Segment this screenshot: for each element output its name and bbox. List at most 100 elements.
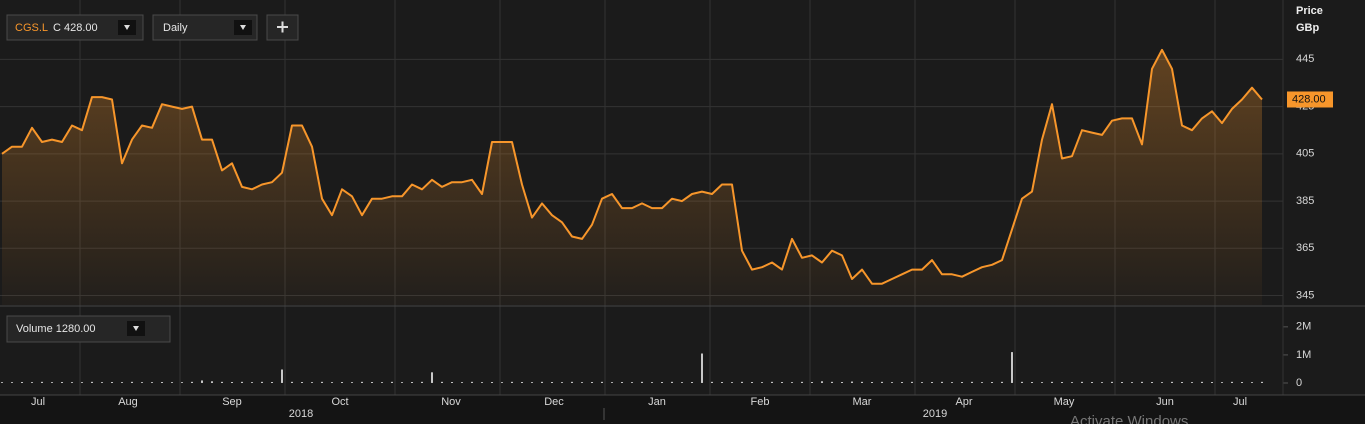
volume-bar <box>591 382 593 383</box>
y-tick-label: 345 <box>1296 289 1314 301</box>
volume-bar <box>1031 382 1033 383</box>
volume-bar <box>151 382 153 383</box>
volume-bar <box>1201 381 1203 383</box>
volume-bar <box>11 382 13 383</box>
volume-bar <box>981 382 983 383</box>
x-tick-label: Jun <box>1156 396 1174 408</box>
volume-bar <box>1061 382 1063 383</box>
volume-bar <box>611 382 613 383</box>
volume-bar <box>601 381 603 383</box>
volume-bar <box>61 382 63 383</box>
volume-bar <box>1011 352 1013 383</box>
y-tick-label: 2M <box>1296 321 1311 333</box>
volume-bar <box>561 382 563 383</box>
volume-bar <box>481 382 483 383</box>
volume-bar <box>21 382 23 383</box>
volume-bar <box>441 381 443 383</box>
volume-bar <box>451 382 453 383</box>
volume-bar <box>1171 381 1173 383</box>
volume-bar <box>911 381 913 383</box>
volume-bar <box>881 381 883 383</box>
volume-bar <box>761 382 763 383</box>
volume-bar <box>201 380 203 383</box>
x-tick-label: Mar <box>853 396 872 408</box>
volume-bar <box>1191 382 1193 383</box>
volume-legend: Volume 1280.00 <box>16 323 96 335</box>
volume-bar <box>581 382 583 383</box>
volume-bar <box>991 382 993 383</box>
volume-bar <box>641 381 643 383</box>
volume-bar <box>251 382 253 383</box>
volume-bar <box>751 382 753 383</box>
volume-bar <box>1211 382 1213 383</box>
y-tick-label: 1M <box>1296 349 1311 361</box>
volume-bar <box>111 382 113 383</box>
add-icon <box>277 21 288 33</box>
volume-bar <box>1141 381 1143 383</box>
volume-bar <box>691 382 693 383</box>
volume-bar <box>191 381 193 383</box>
x-tick-label: Oct <box>331 396 348 408</box>
volume-bar <box>801 381 803 383</box>
volume-bar <box>671 381 673 383</box>
volume-bar <box>491 382 493 383</box>
volume-bar <box>1001 381 1003 383</box>
volume-bar <box>1161 382 1163 383</box>
volume-bar <box>421 381 423 383</box>
volume-bar <box>1151 382 1153 383</box>
y-tick-label: 365 <box>1296 242 1314 254</box>
last-price-label: 428.00 <box>1292 93 1326 105</box>
volume-bar <box>631 382 633 383</box>
marks: 428.00 <box>1 48 1333 383</box>
y-tick-label: 0 <box>1296 377 1302 389</box>
volume-bar <box>621 382 623 383</box>
volume-bar <box>101 382 103 383</box>
volume-bar <box>281 369 283 383</box>
volume-bar <box>221 381 223 383</box>
y-tick-label: 405 <box>1296 148 1314 160</box>
volume-bar <box>701 353 703 383</box>
volume-bar <box>781 382 783 383</box>
x-tick-label: Dec <box>544 396 564 408</box>
volume-bar <box>1241 382 1243 383</box>
x-tick-label: Feb <box>751 396 770 408</box>
volume-bar <box>401 382 403 383</box>
volume-bar <box>431 372 433 383</box>
volume-bar <box>921 382 923 383</box>
volume-bar <box>211 381 213 383</box>
volume-bar <box>1261 381 1263 383</box>
volume-bar <box>31 382 33 383</box>
x-axis-band <box>0 395 1365 424</box>
volume-bar <box>1131 382 1133 383</box>
x-tick-label: Nov <box>441 396 461 408</box>
volume-bar <box>961 382 963 383</box>
dropdown-arrow <box>133 326 139 331</box>
volume-bar <box>731 382 733 383</box>
volume-bar <box>271 382 273 383</box>
volume-bar <box>331 382 333 383</box>
volume-bar <box>1111 381 1113 383</box>
volume-bar <box>1071 382 1073 383</box>
area <box>2 49 1262 306</box>
axis-title: Price <box>1296 5 1323 17</box>
volume-bar <box>131 381 133 383</box>
volume-bar <box>571 381 573 383</box>
quote: C 428.00 <box>53 22 98 34</box>
watermark: Activate Windows <box>1070 413 1188 424</box>
volume-bar <box>791 382 793 383</box>
volume-bar <box>181 382 183 383</box>
volume-bar <box>321 381 323 383</box>
volume-bar <box>831 381 833 383</box>
year-label: 2018 <box>289 408 313 420</box>
volume-bar <box>1221 382 1223 383</box>
volume-bar <box>511 381 513 383</box>
volume-bar <box>381 382 383 383</box>
interval: Daily <box>163 22 188 34</box>
volume-bar <box>1181 382 1183 383</box>
year-label: 2019 <box>923 408 947 420</box>
price-line <box>1 48 1263 285</box>
volume-bar <box>931 382 933 383</box>
volume-bar <box>1041 382 1043 383</box>
x-tick-label: Sep <box>222 396 242 408</box>
